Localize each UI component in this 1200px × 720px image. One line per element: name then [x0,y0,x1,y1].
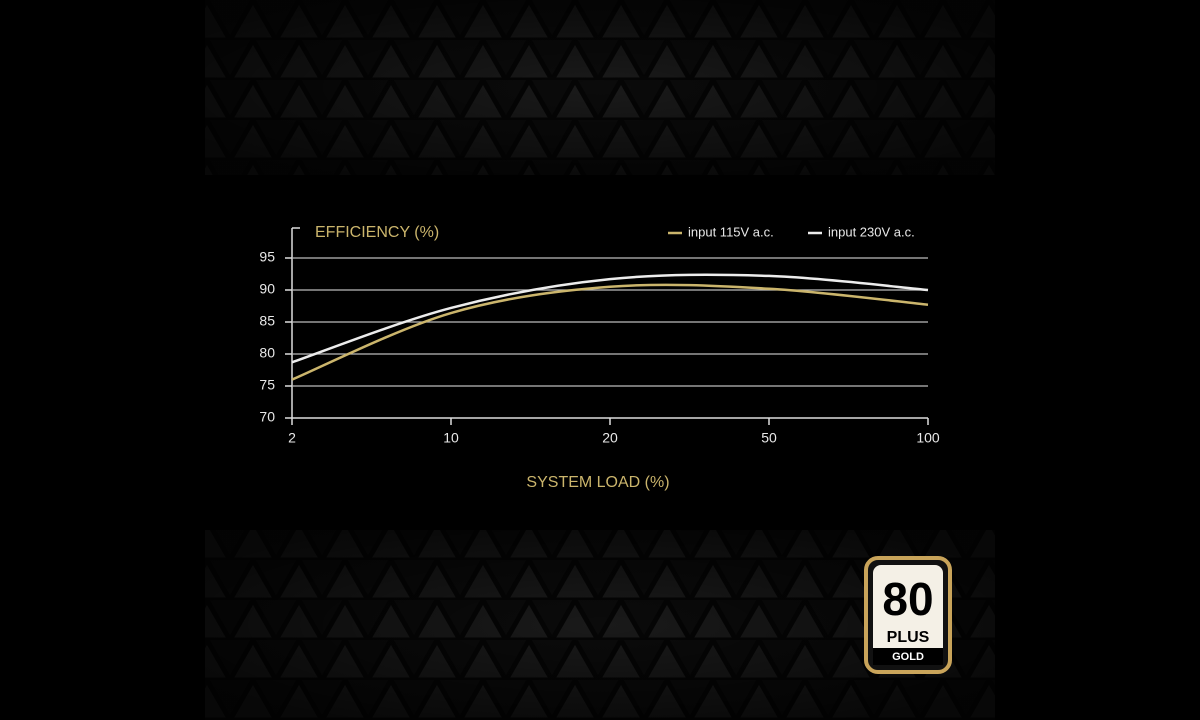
y-tick-label: 85 [259,313,275,329]
y-tick-label: 70 [259,409,275,425]
y-tick-label: 90 [259,281,275,297]
x-axis-title: SYSTEM LOAD (%) [526,474,669,491]
badge-grade: GOLD [892,651,924,663]
mesh-shade [205,0,995,175]
y-tick-label: 75 [259,377,275,393]
badge-band [873,648,943,665]
badge-face [873,565,943,665]
x-tick-label: 2 [288,430,296,446]
series-line [291,273,929,364]
legend-label: input 115V a.c. [688,224,774,239]
legend-label: input 230V a.c. [828,224,915,239]
y-axis-title: EFFICIENCY (%) [315,224,439,241]
x-tick-label: 100 [916,430,940,446]
x-tick-label: 50 [761,430,777,446]
y-tick-label: 95 [259,249,275,265]
badge-number: 80 [882,573,933,625]
badge: 80 PLUS GOLD [864,556,952,674]
badge-plus: PLUS [887,629,930,646]
x-tick-label: 20 [602,430,618,446]
x-tick-label: 10 [443,430,459,446]
series-line [291,283,929,381]
y-tick-label: 80 [259,345,275,361]
mesh-shade [205,530,995,720]
